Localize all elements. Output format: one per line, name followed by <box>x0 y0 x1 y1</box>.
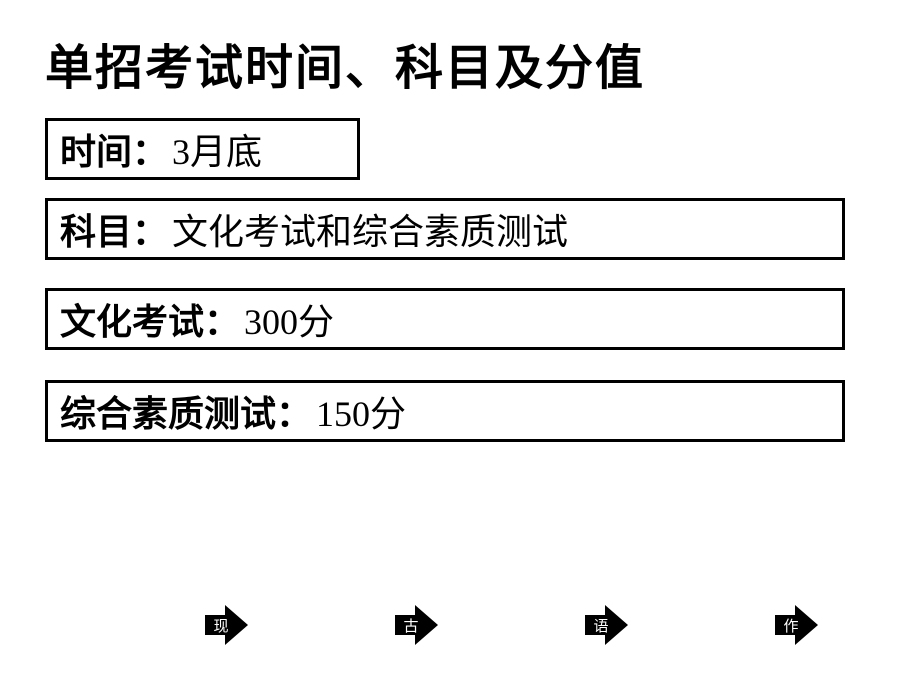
quality-label: 综合素质测试： <box>60 385 312 437</box>
nav-arrow-classical[interactable]: 古 <box>390 600 440 650</box>
culture-label: 文化考试： <box>60 293 240 345</box>
subjects-value: 文化考试和综合素质测试 <box>172 203 568 255</box>
nav-label-language: 语 <box>593 615 608 636</box>
info-box-subjects: 科目： 文化考试和综合素质测试 <box>45 198 845 260</box>
subjects-label: 科目： <box>60 203 168 255</box>
info-box-quality-score: 综合素质测试： 150分 <box>45 380 845 442</box>
nav-label-writing: 作 <box>783 615 798 636</box>
time-value: 3月底 <box>172 123 262 175</box>
quality-value: 150分 <box>316 385 406 437</box>
info-box-culture-score: 文化考试： 300分 <box>45 288 845 350</box>
nav-arrow-modern[interactable]: 现 <box>200 600 250 650</box>
time-label: 时间： <box>60 123 168 175</box>
nav-container: 现 古 语 作 <box>0 600 920 650</box>
nav-label-modern: 现 <box>213 615 228 636</box>
nav-arrow-writing[interactable]: 作 <box>770 600 820 650</box>
info-box-time: 时间： 3月底 <box>45 118 360 180</box>
page-title: 单招考试时间、科目及分值 <box>45 28 645 98</box>
nav-label-classical: 古 <box>403 615 418 636</box>
nav-arrow-language[interactable]: 语 <box>580 600 630 650</box>
culture-value: 300分 <box>244 293 334 345</box>
